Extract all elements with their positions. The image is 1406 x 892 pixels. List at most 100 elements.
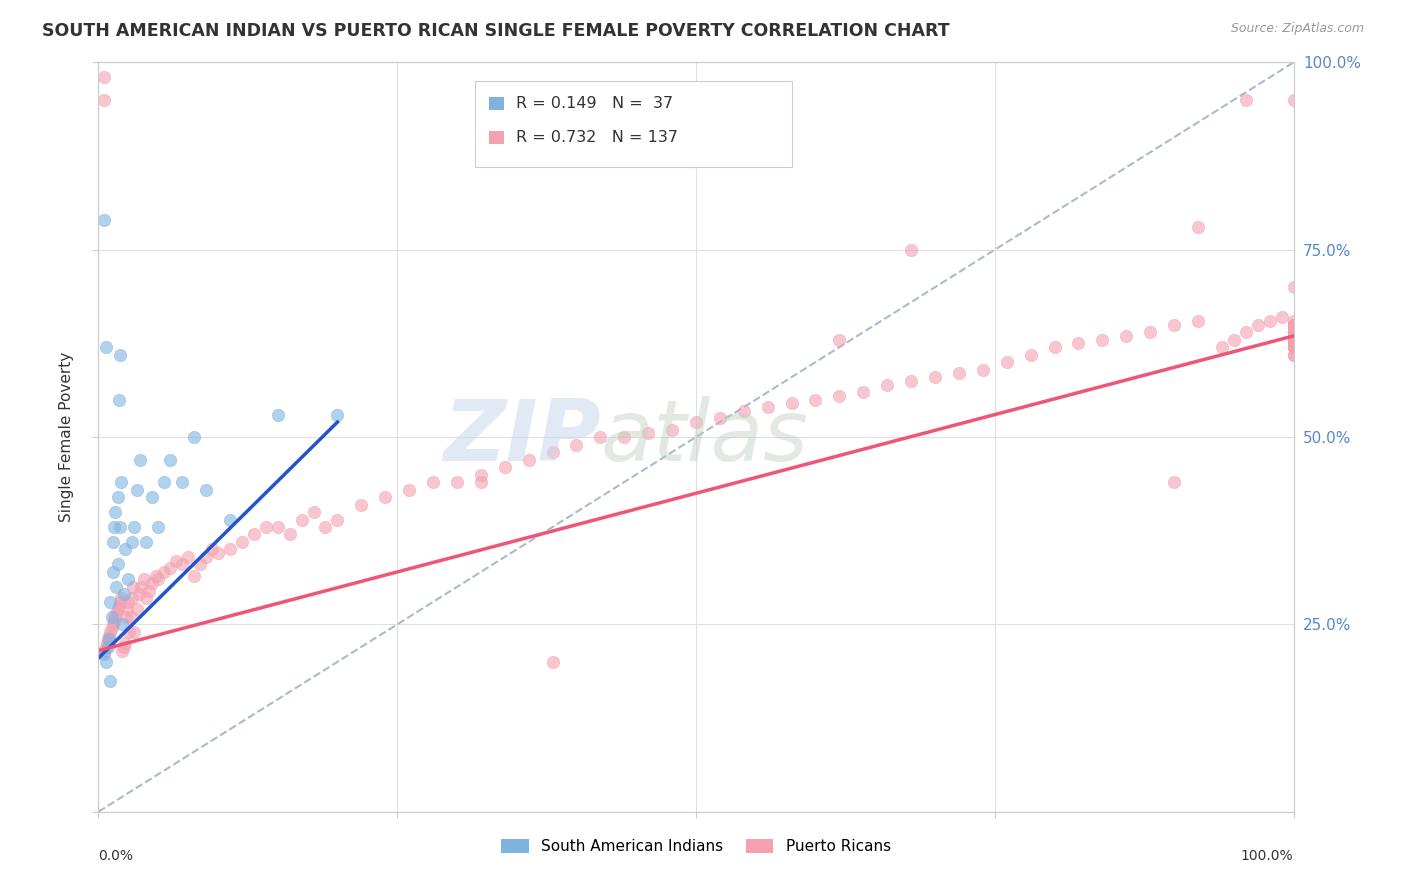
Bar xyxy=(489,130,505,145)
Point xyxy=(1223,333,1246,347)
Point xyxy=(1282,329,1305,343)
Point xyxy=(114,636,136,650)
Point xyxy=(470,475,492,489)
Point xyxy=(278,527,301,541)
Point xyxy=(1282,321,1305,335)
Point xyxy=(804,392,827,407)
Point xyxy=(115,602,138,616)
Point xyxy=(446,475,468,489)
Point xyxy=(118,624,141,639)
Point xyxy=(1282,318,1305,332)
Point xyxy=(1258,314,1281,328)
Point xyxy=(924,370,946,384)
Point xyxy=(565,437,588,451)
Point xyxy=(177,549,200,564)
Point xyxy=(108,520,131,534)
Point xyxy=(1282,325,1305,339)
Text: 0.0%: 0.0% xyxy=(98,849,134,863)
Point xyxy=(117,595,139,609)
Point xyxy=(120,610,142,624)
Point xyxy=(98,673,122,688)
Point xyxy=(326,408,349,422)
Point xyxy=(1282,325,1305,339)
Point xyxy=(172,475,194,489)
Point xyxy=(828,389,851,403)
Point xyxy=(165,554,187,568)
Bar xyxy=(475,81,792,168)
Point xyxy=(103,614,125,628)
Point xyxy=(98,632,121,647)
Point xyxy=(107,490,129,504)
Point xyxy=(195,549,218,564)
Point xyxy=(470,467,492,482)
Point xyxy=(107,602,129,616)
Point xyxy=(153,475,176,489)
Point xyxy=(94,655,117,669)
Point xyxy=(1282,333,1305,347)
Point xyxy=(1234,325,1257,339)
Point xyxy=(207,546,229,560)
Point xyxy=(104,610,127,624)
Point xyxy=(103,520,125,534)
Point xyxy=(685,415,707,429)
Point xyxy=(121,535,143,549)
Point xyxy=(1282,333,1305,347)
Point xyxy=(972,362,994,376)
Point xyxy=(1282,325,1305,339)
Point xyxy=(100,610,122,624)
Point xyxy=(1282,333,1305,347)
Point xyxy=(183,568,205,582)
Legend: South American Indians, Puerto Ricans: South American Indians, Puerto Ricans xyxy=(495,833,897,860)
Point xyxy=(105,606,128,620)
Point xyxy=(1282,325,1305,339)
Point xyxy=(1282,325,1305,339)
Text: atlas: atlas xyxy=(600,395,808,479)
Point xyxy=(494,460,516,475)
Point xyxy=(243,527,266,541)
Point xyxy=(98,595,122,609)
Point xyxy=(541,655,564,669)
Point xyxy=(374,490,396,504)
Point xyxy=(111,643,134,657)
Point xyxy=(1282,333,1305,347)
Point xyxy=(115,610,138,624)
Point xyxy=(995,355,1018,369)
Point xyxy=(114,542,136,557)
Point xyxy=(1282,325,1305,339)
Point xyxy=(1091,333,1114,347)
Point xyxy=(148,520,170,534)
Point xyxy=(589,430,612,444)
Point xyxy=(756,400,779,414)
Point xyxy=(254,520,277,534)
Point xyxy=(93,643,115,657)
Point xyxy=(315,520,337,534)
Point xyxy=(1282,340,1305,354)
Point xyxy=(112,587,135,601)
Point xyxy=(637,426,659,441)
Point xyxy=(291,512,314,526)
Point xyxy=(948,367,970,381)
Point xyxy=(1282,325,1305,339)
Point xyxy=(1187,314,1209,328)
Point xyxy=(159,452,181,467)
Point xyxy=(900,243,922,257)
Point xyxy=(876,377,898,392)
Point xyxy=(1282,325,1305,339)
Point xyxy=(1282,336,1305,351)
Point xyxy=(267,520,290,534)
Point xyxy=(124,520,146,534)
Point xyxy=(1282,325,1305,339)
Point xyxy=(613,430,636,444)
Text: 100.0%: 100.0% xyxy=(1241,849,1294,863)
Point xyxy=(138,583,160,598)
Point xyxy=(1282,329,1305,343)
Point xyxy=(1282,348,1305,362)
Point xyxy=(135,535,157,549)
Point xyxy=(101,565,124,579)
Point xyxy=(107,599,129,613)
Point xyxy=(1282,348,1305,362)
Point xyxy=(1282,340,1305,354)
Point xyxy=(1282,318,1305,332)
Point xyxy=(195,483,218,497)
Point xyxy=(1282,321,1305,335)
